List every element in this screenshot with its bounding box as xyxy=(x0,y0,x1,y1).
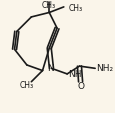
Text: O: O xyxy=(76,81,83,90)
Text: CH₃: CH₃ xyxy=(68,4,82,13)
Text: CH₃: CH₃ xyxy=(41,1,55,9)
Text: NH: NH xyxy=(67,69,80,78)
Text: N: N xyxy=(47,63,54,72)
Text: NH₂: NH₂ xyxy=(95,63,112,72)
Text: CH₃: CH₃ xyxy=(20,80,34,89)
